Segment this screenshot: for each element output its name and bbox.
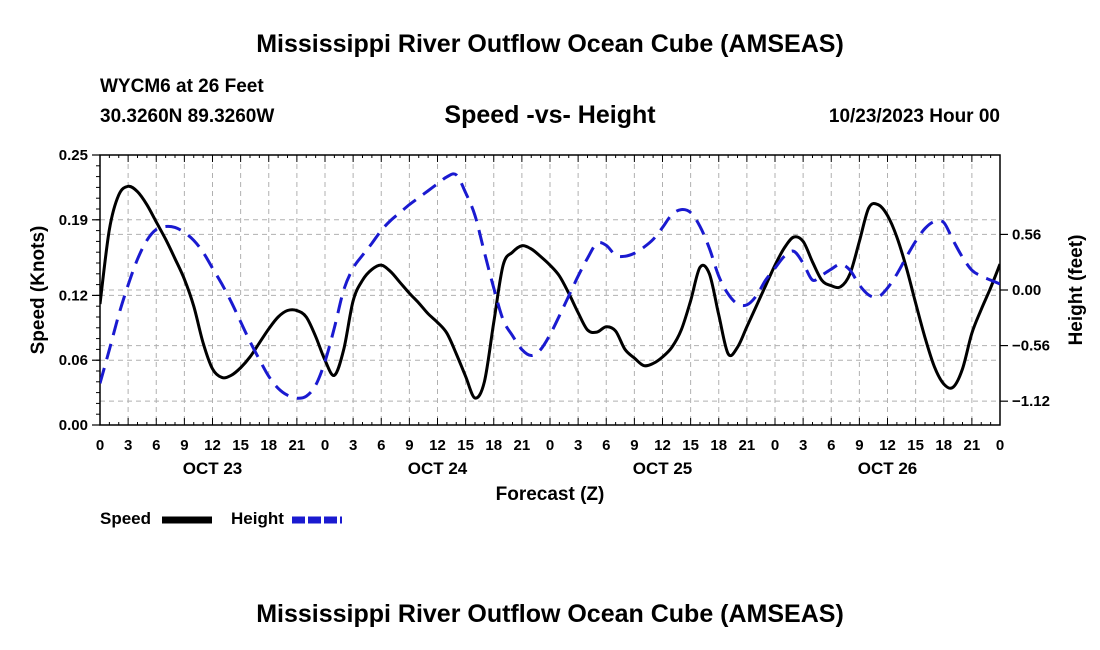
- x-day-label: OCT 25: [633, 459, 693, 478]
- x-tick-label: 15: [457, 437, 474, 454]
- series-line-height: [100, 172, 1000, 400]
- x-axis-title: Forecast (Z): [496, 484, 605, 505]
- y-left-axis-title: Speed (Knots): [28, 226, 49, 355]
- x-tick-label: 9: [855, 437, 863, 454]
- y-right-tick-label: −1.12: [1012, 393, 1050, 410]
- y-right-tick-label: −0.56: [1012, 338, 1050, 355]
- x-tick-label: 6: [377, 437, 385, 454]
- x-tick-label: 3: [349, 437, 357, 454]
- x-tick-label: 9: [180, 437, 188, 454]
- x-day-label: OCT 23: [183, 459, 243, 478]
- y-right-tick-label: 0.56: [1012, 226, 1041, 243]
- x-tick-label: 3: [574, 437, 582, 454]
- x-tick-label: 15: [682, 437, 699, 454]
- x-tick-label: 18: [260, 437, 277, 454]
- x-tick-label: 21: [964, 437, 981, 454]
- y-left-tick-label: 0.19: [59, 212, 88, 229]
- x-tick-label: 18: [710, 437, 727, 454]
- x-tick-label: 15: [232, 437, 249, 454]
- legend-speed-label: Speed: [100, 509, 152, 528]
- x-tick-label: 6: [827, 437, 835, 454]
- x-tick-label: 21: [739, 437, 756, 454]
- x-tick-label: 3: [799, 437, 807, 454]
- x-tick-label: 0: [771, 437, 779, 454]
- footer-title: Mississippi River Outflow Ocean Cube (AM…: [256, 600, 844, 628]
- x-tick-label: 6: [602, 437, 610, 454]
- x-tick-label: 6: [152, 437, 160, 454]
- y-left-tick-label: 0.25: [59, 147, 88, 164]
- x-tick-label: 3: [124, 437, 132, 454]
- x-tick-label: 0: [546, 437, 554, 454]
- legend-height-label: Height: [231, 509, 284, 528]
- station-coordinates: 30.3260N 89.3260W: [100, 106, 275, 127]
- x-tick-label: 18: [935, 437, 952, 454]
- y-left-tick-label: 0.00: [59, 417, 88, 434]
- x-tick-label: 15: [907, 437, 924, 454]
- y-right-tick-label: 0.00: [1012, 282, 1041, 299]
- x-tick-label: 21: [289, 437, 306, 454]
- x-tick-label: 12: [879, 437, 896, 454]
- station-label: WYCM6 at 26 Feet: [100, 76, 264, 97]
- x-tick-label: 21: [514, 437, 531, 454]
- x-tick-label: 0: [96, 437, 104, 454]
- y-left-tick-label: 0.12: [59, 287, 88, 304]
- x-tick-label: 12: [429, 437, 446, 454]
- x-tick-label: 18: [485, 437, 502, 454]
- x-tick-label: 9: [405, 437, 413, 454]
- x-day-label: OCT 26: [858, 459, 918, 478]
- forecast-datetime: 10/23/2023 Hour 00: [828, 106, 1000, 127]
- y-right-axis-title: Height (feet): [1066, 235, 1087, 346]
- x-tick-label: 9: [630, 437, 638, 454]
- y-left-tick-label: 0.06: [59, 352, 88, 369]
- x-day-label: OCT 24: [408, 459, 468, 478]
- chart-title: Mississippi River Outflow Ocean Cube (AM…: [256, 30, 844, 58]
- x-tick-label: 12: [204, 437, 221, 454]
- x-tick-label: 12: [654, 437, 671, 454]
- chart-subtitle: Speed -vs- Height: [444, 101, 656, 129]
- x-tick-label: 0: [996, 437, 1004, 454]
- x-tick-label: 0: [321, 437, 329, 454]
- series-line-speed: [100, 184, 1000, 400]
